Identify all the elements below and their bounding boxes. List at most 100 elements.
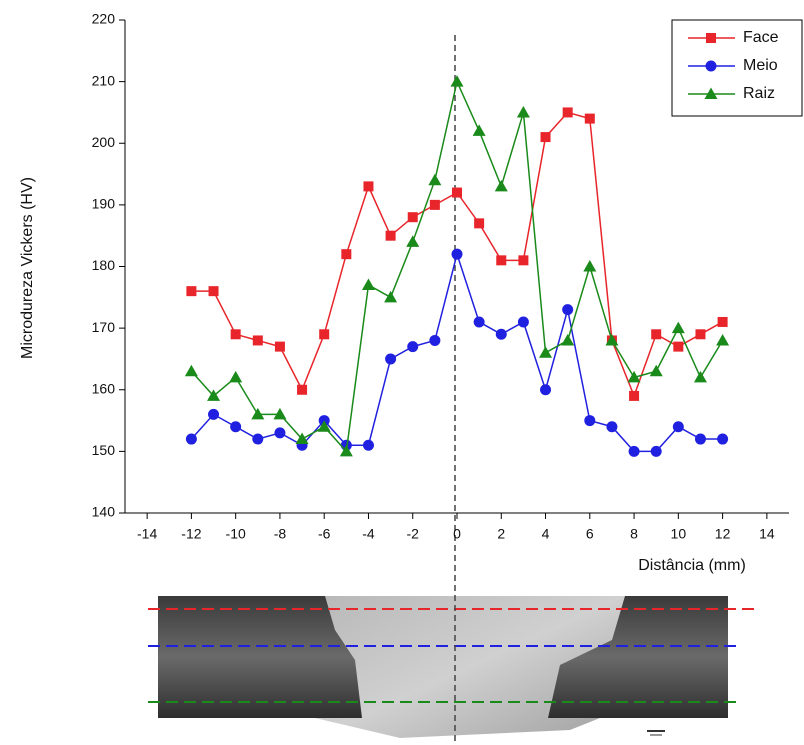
marker (252, 335, 263, 346)
marker (540, 384, 552, 396)
marker (584, 415, 596, 427)
marker (450, 75, 464, 87)
marker (518, 255, 529, 266)
marker (406, 235, 420, 247)
x-tick-label: -8 (274, 526, 287, 542)
x-tick-label: -12 (181, 526, 201, 542)
marker (429, 334, 441, 346)
marker (673, 341, 684, 352)
marker (717, 433, 729, 445)
marker (649, 364, 663, 377)
marker (274, 427, 286, 439)
marker (695, 329, 706, 340)
x-tick-label: 10 (671, 526, 687, 542)
x-tick-label: 6 (586, 526, 594, 542)
marker (184, 364, 198, 377)
series-line (190, 251, 723, 453)
marker (650, 445, 662, 457)
y-tick-label: 190 (92, 196, 116, 212)
x-tick-label: 2 (497, 526, 505, 542)
x-tick-label: 0 (453, 526, 461, 542)
legend-label: Raiz (743, 85, 775, 102)
x-tick-label: -10 (226, 526, 246, 542)
marker (474, 218, 485, 229)
marker (583, 260, 597, 272)
marker (628, 445, 640, 457)
x-tick-label: -4 (362, 526, 375, 542)
marker (473, 316, 485, 328)
marker (317, 420, 331, 432)
marker (516, 105, 530, 118)
y-tick-label: 200 (92, 134, 116, 150)
marker (208, 286, 219, 297)
marker (496, 255, 507, 266)
marker (363, 181, 374, 192)
y-tick-label: 150 (92, 442, 116, 458)
y-tick-label: 180 (92, 257, 116, 273)
x-tick-label: 14 (759, 526, 775, 542)
x-tick-label: 8 (630, 526, 638, 542)
marker (407, 341, 419, 353)
micrograph (148, 596, 755, 738)
marker (251, 407, 265, 420)
marker (297, 384, 308, 395)
x-tick-label: 12 (715, 526, 731, 542)
marker (716, 333, 730, 346)
marker (428, 173, 442, 186)
x-tick-label: -2 (407, 526, 420, 542)
marker (605, 333, 619, 346)
marker (339, 444, 353, 457)
x-axis-title: Distância (mm) (638, 557, 746, 574)
marker (540, 132, 551, 143)
marker (693, 370, 707, 383)
marker (606, 421, 618, 433)
marker (651, 329, 662, 340)
legend-label: Face (743, 29, 779, 46)
marker (627, 370, 641, 383)
marker (494, 179, 508, 192)
marker (584, 113, 595, 124)
marker (319, 329, 330, 340)
series-line (190, 79, 724, 454)
y-tick-label: 210 (92, 72, 116, 88)
y-tick-label: 170 (92, 319, 116, 335)
marker (207, 389, 221, 401)
marker (704, 87, 718, 99)
marker (672, 421, 684, 433)
marker (694, 433, 706, 445)
marker (705, 60, 717, 72)
marker (629, 390, 640, 401)
marker (186, 286, 197, 297)
marker (273, 407, 287, 420)
marker (385, 353, 397, 365)
y-tick-label: 140 (92, 504, 116, 520)
marker (252, 433, 264, 445)
marker (451, 248, 463, 260)
marker (495, 328, 507, 340)
marker (341, 249, 352, 260)
marker (539, 346, 553, 358)
marker (717, 316, 728, 327)
marker (230, 329, 241, 340)
legend-label: Meio (743, 57, 778, 74)
x-tick-label: 4 (542, 526, 550, 542)
marker (185, 433, 197, 445)
marker (230, 421, 242, 433)
marker (385, 230, 396, 241)
marker (562, 107, 573, 118)
marker (361, 278, 375, 290)
marker (671, 321, 685, 334)
marker (295, 432, 309, 445)
y-axis-title: Microdureza Vickers (HV) (19, 177, 36, 359)
marker (274, 341, 285, 352)
x-tick-label: -6 (318, 526, 331, 542)
x-tick-label: -14 (137, 526, 157, 542)
y-tick-label: 160 (92, 380, 116, 396)
marker (706, 33, 716, 43)
marker (362, 439, 374, 451)
marker (208, 408, 220, 420)
marker (517, 316, 529, 328)
marker (561, 333, 575, 346)
